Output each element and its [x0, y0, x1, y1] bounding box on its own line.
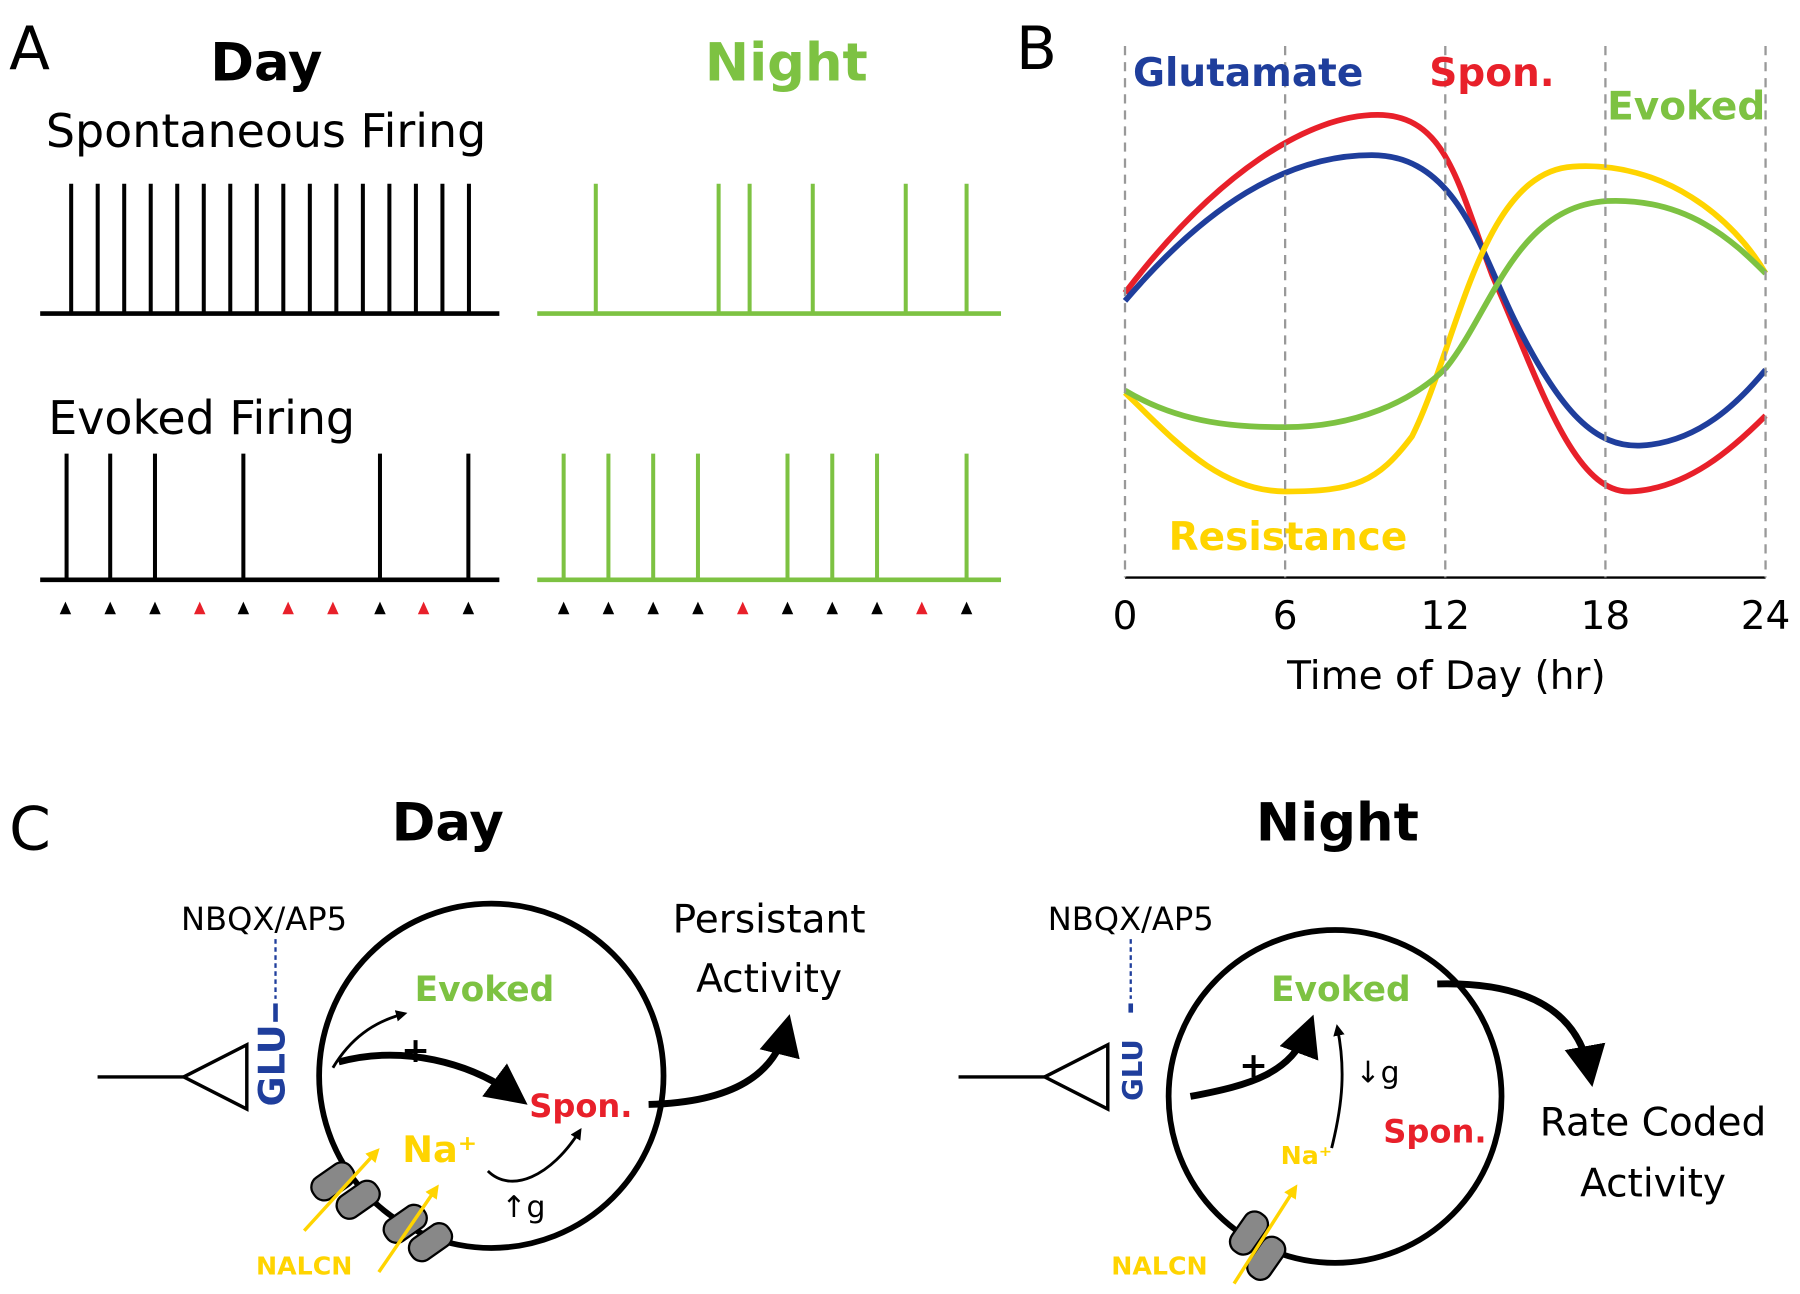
- plus-sign: +: [1239, 1046, 1268, 1086]
- curve-label: Spon.: [1429, 51, 1554, 96]
- stimulus-marker: [104, 601, 116, 615]
- panel-label: C: [9, 796, 51, 865]
- stimulus-marker: [557, 601, 570, 615]
- x-tick-label: 6: [1273, 594, 1298, 639]
- row-title: Evoked Firing: [48, 391, 355, 445]
- plus-sign: +: [401, 1031, 430, 1071]
- stimulus-marker: [736, 601, 749, 615]
- curve-label: Evoked: [1607, 85, 1765, 130]
- stimulus-marker: [194, 601, 206, 615]
- resistance-curve: [1123, 163, 1769, 495]
- curve-label: Glutamate: [1133, 51, 1363, 96]
- glutamate-curve: [1122, 152, 1768, 449]
- day-title: Day: [210, 32, 322, 93]
- stimulus-marker: [871, 601, 883, 615]
- stimulus-marker: [692, 601, 704, 615]
- x-axis-label: Time of Day (hr): [1286, 654, 1606, 699]
- output-label: Activity: [1580, 1161, 1726, 1206]
- output-label: Persistant: [673, 897, 866, 942]
- night-title: Night: [1256, 792, 1419, 853]
- sodium-label: Na⁺: [402, 1128, 477, 1171]
- channel-label: NALCN: [256, 1251, 352, 1280]
- stimulus-marker: [149, 601, 161, 615]
- stimulus-marker: [59, 601, 72, 615]
- evoked-label: Evoked: [1271, 970, 1411, 1010]
- day-title: Day: [392, 792, 504, 853]
- stimulus-marker: [237, 601, 250, 615]
- stimulus-marker: [602, 601, 615, 615]
- drug-label: NBQX/AP5: [181, 900, 347, 938]
- x-tick-label: 24: [1741, 594, 1791, 639]
- glu-label: GLU: [251, 1024, 294, 1106]
- sodium-label: Na⁺: [1281, 1141, 1332, 1170]
- stimulus-marker: [647, 601, 659, 615]
- conductance-label: ↑g: [502, 1190, 546, 1225]
- output-label: Rate Coded: [1540, 1100, 1767, 1145]
- x-tick-label: 0: [1113, 594, 1138, 639]
- x-tick-label: 12: [1420, 594, 1470, 639]
- night-cell: [958, 927, 1606, 1285]
- day-cell: [97, 900, 800, 1274]
- spon-label: Spon.: [1383, 1112, 1486, 1150]
- stimulus-marker: [916, 601, 928, 615]
- glu-label: GLU: [1117, 1039, 1149, 1101]
- output-label: Activity: [696, 957, 842, 1002]
- stimulus-marker: [417, 601, 430, 615]
- x-tick-label: 18: [1581, 594, 1631, 639]
- stimulus-marker: [282, 601, 294, 615]
- evoked-label: Evoked: [415, 970, 555, 1010]
- spike-trains: [40, 183, 1002, 615]
- conductance-label: ↓g: [1356, 1056, 1400, 1091]
- stimulus-marker: [327, 601, 339, 615]
- evoked-curve: [1123, 198, 1768, 431]
- spon-label: Spon.: [529, 1087, 632, 1125]
- stimulus-marker: [960, 601, 973, 615]
- night-title: Night: [705, 32, 868, 93]
- stimulus-marker: [462, 601, 475, 615]
- channel-label: NALCN: [1111, 1251, 1207, 1280]
- panel-label: B: [1016, 15, 1057, 84]
- drug-label: NBQX/AP5: [1048, 900, 1214, 938]
- stimulus-marker: [781, 601, 794, 615]
- stimulus-marker: [374, 601, 386, 615]
- stimulus-marker: [826, 601, 839, 615]
- plot: [1122, 46, 1769, 579]
- panel-label: A: [9, 15, 50, 84]
- curve-label: Resistance: [1169, 515, 1408, 560]
- row-title: Spontaneous Firing: [46, 104, 486, 158]
